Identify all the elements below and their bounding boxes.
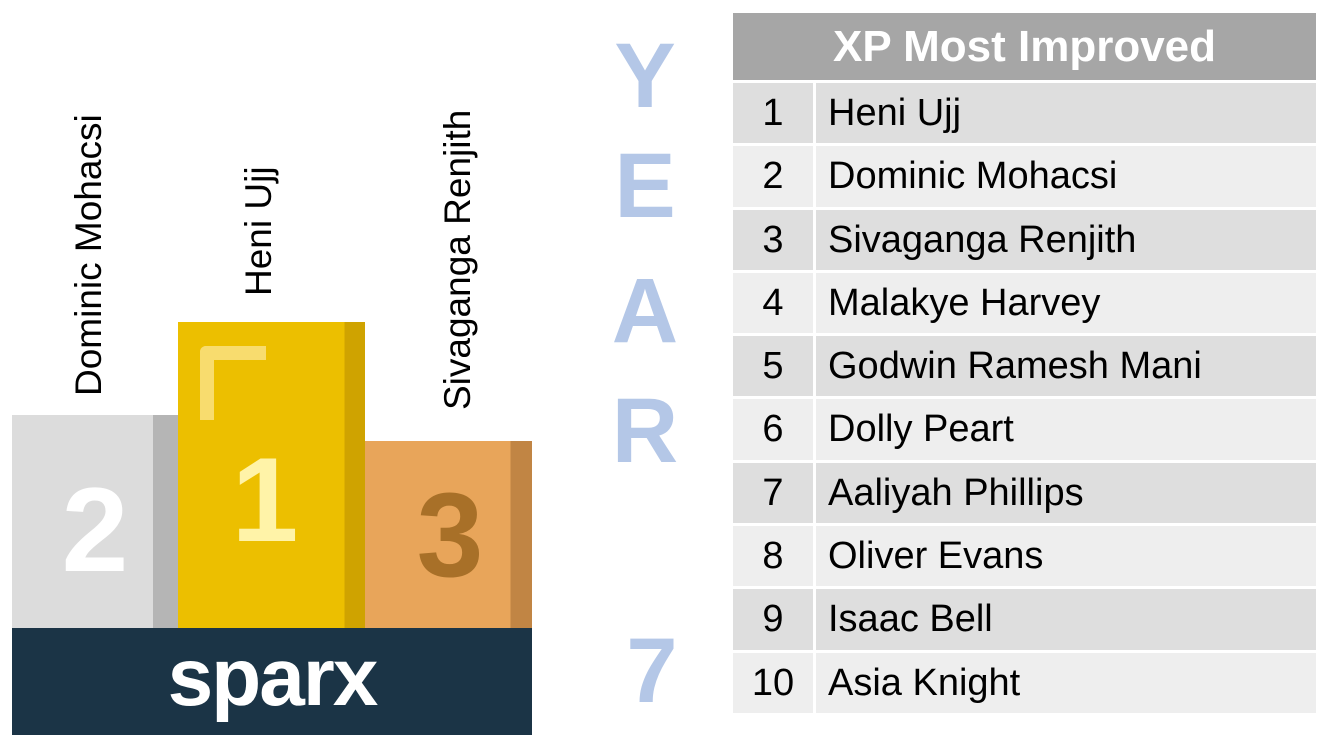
student-name: Aaliyah Phillips [813, 462, 1316, 524]
student-name: Oliver Evans [813, 526, 1316, 587]
rank: 2 [733, 146, 813, 207]
table-row: 2 Dominic Mohacsi [733, 143, 1316, 207]
place-first: 1 [231, 433, 299, 567]
year-letter: Y [614, 25, 676, 127]
ranking-table: XP Most Improved 1 Heni Ujj 2 Dominic Mohac… [733, 13, 1316, 713]
rank: 4 [733, 272, 813, 334]
student-name: Dominic Mohacsi [813, 146, 1316, 207]
rank: 5 [733, 336, 813, 397]
year-letter: R [611, 380, 679, 482]
podium-corner [200, 346, 266, 420]
first-name: Heni Ujj [238, 166, 279, 296]
year-letter: E [614, 135, 676, 237]
table-row: 7 Aaliyah Phillips [733, 459, 1316, 524]
table-row: 3 Sivaganga Renjith [733, 206, 1316, 270]
third-name: Sivaganga Renjith [437, 109, 478, 410]
podium-third [365, 441, 532, 628]
student-name: Asia Knight [813, 652, 1316, 713]
second-name: Dominic Mohacsi [68, 114, 109, 396]
student-name: Godwin Ramesh Mani [813, 336, 1316, 397]
rank: 3 [733, 209, 813, 270]
student-name: Sivaganga Renjith [813, 209, 1316, 270]
logo: sparx [167, 632, 379, 723]
place-second: 2 [61, 463, 129, 597]
rank: 7 [733, 462, 813, 524]
year-letter: A [611, 260, 679, 362]
rank: 9 [733, 589, 813, 650]
rank: 10 [733, 652, 813, 713]
table-row: 9 Isaac Bell [733, 586, 1316, 650]
table-row: 5 Godwin Ramesh Mani [733, 333, 1316, 397]
student-name: Heni Ujj [813, 83, 1316, 144]
place-third: 3 [416, 468, 484, 602]
student-name: Dolly Peart [813, 399, 1316, 460]
table-row: 6 Dolly Peart [733, 396, 1316, 460]
student-name: Malakye Harvey [813, 272, 1316, 334]
table-row: 8 Oliver Evans [733, 523, 1316, 587]
rank: 8 [733, 526, 813, 587]
student-name: Isaac Bell [813, 589, 1316, 650]
podium-second [12, 415, 178, 628]
table-row: 4 Malakye Harvey [733, 269, 1316, 334]
table-row: 10 Asia Knight [733, 649, 1316, 713]
table-title: XP Most Improved [733, 13, 1316, 80]
rank: 6 [733, 399, 813, 460]
table-row: 1 Heni Ujj [733, 80, 1316, 144]
logo-bar [12, 628, 532, 735]
year-number: 7 [626, 620, 678, 722]
rank: 1 [733, 83, 813, 144]
